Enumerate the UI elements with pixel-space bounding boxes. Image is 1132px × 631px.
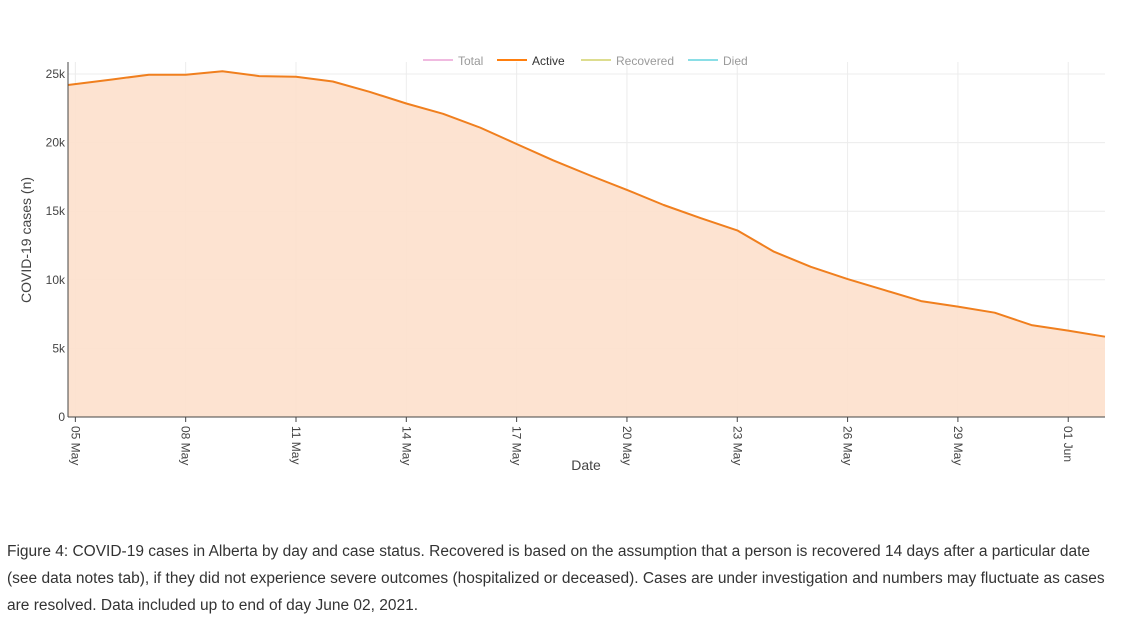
series-line-active xyxy=(67,70,1106,338)
x-tick-label: 11 May xyxy=(289,426,303,464)
legend-item-active[interactable]: Active xyxy=(497,54,565,68)
legend-item-died[interactable]: Died xyxy=(688,54,748,68)
y-tick-label: 25k xyxy=(46,67,66,81)
series-area-active xyxy=(68,71,1105,418)
x-tick-label: 14 May xyxy=(399,426,413,465)
x-axis-title: Date xyxy=(571,457,601,473)
x-tick-label: 05 May xyxy=(68,426,82,465)
y-tick-label: 15k xyxy=(46,204,66,218)
x-tick-label: 20 May xyxy=(620,426,634,465)
legend[interactable]: Total Active Recovered Died xyxy=(423,54,748,68)
x-tick-label: 17 May xyxy=(510,426,524,465)
figure-caption: Figure 4: COVID-19 cases in Alberta by d… xyxy=(7,543,1105,614)
y-axis-title: COVID-19 cases (n) xyxy=(18,177,34,303)
legend-label: Total xyxy=(458,54,483,68)
legend-item-recovered[interactable]: Recovered xyxy=(581,54,674,68)
legend-label: Active xyxy=(532,54,565,68)
axes: 0 5k 10k 15k 20k 25k 05 May 08 May 11 May 14 May 1… xyxy=(46,62,1105,465)
y-tick-label: 20k xyxy=(46,136,66,150)
y-tick-label: 10k xyxy=(46,273,66,287)
plot-area xyxy=(67,70,1106,418)
covid-active-cases-chart: 0 5k 10k 15k 20k 25k 05 May 08 May 11 May 14 May 1… xyxy=(18,54,1106,473)
y-tick-label: 5k xyxy=(52,341,66,355)
x-tick-label: 08 May xyxy=(179,426,193,465)
x-tick-label: 29 May xyxy=(951,426,965,465)
x-tick-label: 01 Jun xyxy=(1061,426,1075,462)
legend-item-total[interactable]: Total xyxy=(423,54,483,68)
legend-label: Died xyxy=(723,54,748,68)
x-tick-label: 23 May xyxy=(730,426,744,465)
x-tick-label: 26 May xyxy=(841,426,855,465)
y-tick-label: 0 xyxy=(58,410,65,424)
legend-label: Recovered xyxy=(616,54,674,68)
